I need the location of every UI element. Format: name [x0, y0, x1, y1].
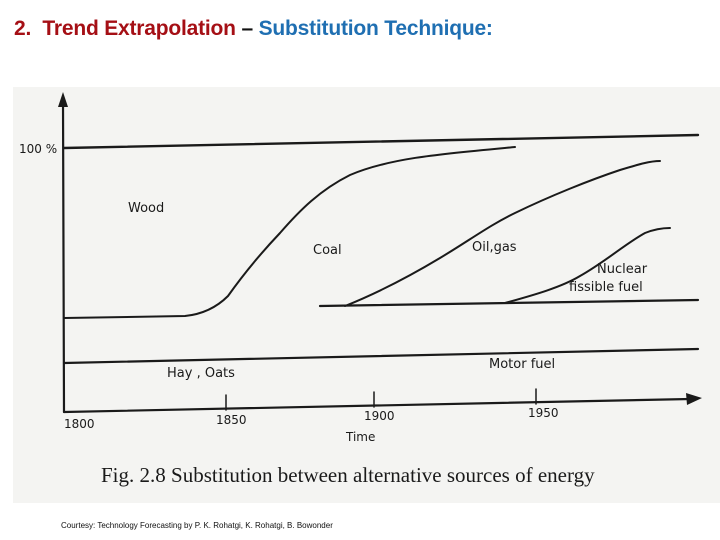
title-dash: –: [241, 17, 253, 40]
x-axis: [62, 397, 692, 414]
line-100-percent: [62, 133, 700, 150]
x-axis-arrow-icon: [686, 393, 702, 405]
scanned-figure: [13, 87, 720, 503]
x-label-1950: 1950: [528, 406, 559, 420]
label-coal: Coal: [313, 243, 342, 258]
y-axis-arrow-icon: [58, 92, 68, 107]
y-label-100: 100 %: [19, 142, 58, 156]
label-nuclear: Nuclear: [597, 262, 648, 277]
label-hay-oats: Hay , Oats: [167, 366, 235, 381]
courtesy-note: Courtesy: Technology Forecasting by P. K…: [61, 521, 333, 530]
label-fissible-fuel: fissible fuel: [569, 280, 643, 295]
x-axis-title: Time: [346, 430, 376, 444]
x-label-1900: 1900: [364, 409, 395, 423]
title-number: 2.: [14, 17, 32, 40]
x-label-1800: 1800: [64, 417, 95, 431]
line-motor-fuel: [62, 347, 700, 365]
label-wood: Wood: [128, 201, 165, 216]
x-label-1850: 1850: [216, 413, 247, 427]
title-sub: Substitution Technique:: [258, 17, 493, 40]
curve-coal: [63, 146, 516, 319]
label-oil-gas: Oil,gas: [472, 240, 517, 255]
figure-caption: Fig. 2.8 Substitution between alternativ…: [101, 463, 595, 487]
curve-oil-gas: [344, 160, 661, 307]
y-axis: [61, 98, 66, 414]
slide-title: 2. Trend Extrapolation – Substitution Te…: [14, 17, 493, 41]
title-main: Trend Extrapolation: [42, 17, 236, 40]
line-nuclear-baseline: [318, 298, 700, 308]
curve-nuclear: [504, 227, 671, 304]
label-motor-fuel: Motor fuel: [489, 357, 556, 372]
